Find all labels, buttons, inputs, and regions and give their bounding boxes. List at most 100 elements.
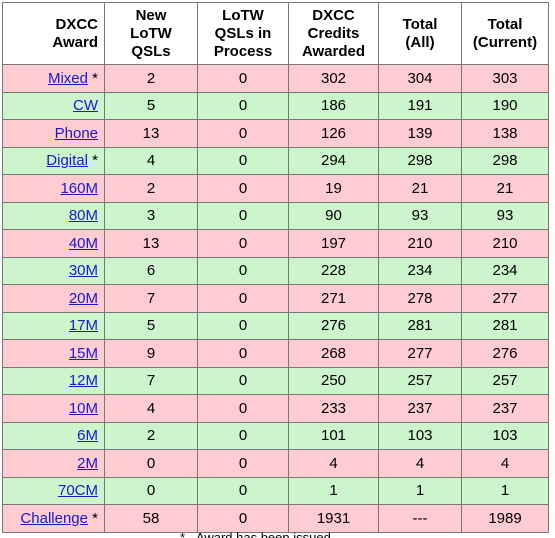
total-all-cell: 93 (378, 201, 462, 230)
credits-cell: 271 (288, 284, 379, 313)
award-link-15m[interactable]: 15M (68, 344, 98, 362)
in-process-cell: 0 (197, 339, 289, 368)
award-link-17m[interactable]: 17M (68, 317, 98, 335)
award-cell: 15M (2, 339, 105, 368)
header-line: DXCC (55, 15, 98, 33)
header-line: (Current) (472, 33, 538, 51)
total-all-cell: 191 (378, 91, 462, 120)
total-all-cell: 281 (378, 311, 462, 340)
new-lotw-cell: 0 (104, 476, 198, 505)
new-lotw-cell: 13 (104, 119, 198, 148)
award-cell: 2M (2, 449, 105, 478)
award-link-cw[interactable]: CW (73, 97, 98, 115)
new-lotw-cell: 5 (104, 311, 198, 340)
in-process-cell: 0 (197, 394, 289, 423)
header-line: Total (487, 15, 523, 33)
total-all-cell: 139 (378, 119, 462, 148)
award-link-2m[interactable]: 2M (77, 454, 98, 472)
award-cell: 30M (2, 256, 105, 285)
credits-cell: 197 (288, 229, 379, 258)
award-link-phone[interactable]: Phone (54, 124, 98, 142)
award-cell: 12M (2, 366, 105, 395)
table-row: Mixed * 2 0 302 304 303 (2, 64, 549, 93)
award-cell: 80M (2, 201, 105, 230)
issued-star: * (87, 69, 98, 87)
header-line: New (135, 6, 167, 24)
total-all-cell: 237 (378, 394, 462, 423)
in-process-cell: 0 (197, 229, 289, 258)
award-link-160m[interactable]: 160M (60, 179, 98, 197)
total-all-cell: 21 (378, 174, 462, 203)
credits-cell: 90 (288, 201, 379, 230)
table-row: Challenge * 58 0 1931 --- 1989 (2, 504, 549, 533)
in-process-cell: 0 (197, 366, 289, 395)
new-lotw-cell: 5 (104, 91, 198, 120)
table-header-row: DXCC Award New LoTW QSLs LoTW QSLs in Pr… (2, 2, 549, 65)
header-line: Credits (307, 24, 360, 42)
award-link-mixed[interactable]: Mixed (47, 69, 88, 87)
header-line: Total (402, 15, 438, 33)
total-current-cell: 277 (461, 284, 549, 313)
table-row: Phone 13 0 126 139 138 (2, 119, 549, 148)
in-process-cell: 0 (197, 201, 289, 230)
credits-cell: 276 (288, 311, 379, 340)
new-lotw-cell: 2 (104, 421, 198, 450)
total-current-cell: 138 (461, 119, 549, 148)
total-current-cell: 21 (461, 174, 549, 203)
total-all-cell: 234 (378, 256, 462, 285)
header-total-all: Total (All) (378, 2, 462, 65)
table-row: 70CM 0 0 1 1 1 (2, 476, 549, 505)
total-current-cell: 103 (461, 421, 549, 450)
credits-cell: 268 (288, 339, 379, 368)
credits-cell: 126 (288, 119, 379, 148)
total-current-cell: 298 (461, 146, 549, 175)
award-link-6m[interactable]: 6M (77, 427, 98, 445)
total-current-cell: 210 (461, 229, 549, 258)
in-process-cell: 0 (197, 91, 289, 120)
total-all-cell: 103 (378, 421, 462, 450)
table-row: 160M 2 0 19 21 21 (2, 174, 549, 203)
header-line: LoTW (130, 24, 172, 42)
award-cell: Challenge * (2, 504, 105, 533)
award-link-10m[interactable]: 10M (68, 399, 98, 417)
in-process-cell: 0 (197, 449, 289, 478)
new-lotw-cell: 9 (104, 339, 198, 368)
header-line: LoTW (222, 6, 264, 24)
header-dxcc-award: DXCC Award (2, 2, 105, 65)
total-current-cell: 93 (461, 201, 549, 230)
in-process-cell: 0 (197, 174, 289, 203)
new-lotw-cell: 7 (104, 284, 198, 313)
table-row: 12M 7 0 250 257 257 (2, 366, 549, 395)
award-cell: 6M (2, 421, 105, 450)
new-lotw-cell: 2 (104, 174, 198, 203)
total-current-cell: 237 (461, 394, 549, 423)
header-line: Awarded (301, 42, 366, 60)
award-rows: Mixed * 2 0 302 304 303 CW 5 0 186 191 190 Phone 13 0 1… (2, 64, 549, 533)
new-lotw-cell: 0 (104, 449, 198, 478)
total-all-cell: 278 (378, 284, 462, 313)
award-cell: 20M (2, 284, 105, 313)
award-cell: CW (2, 91, 105, 120)
in-process-cell: 0 (197, 284, 289, 313)
total-current-cell: 257 (461, 366, 549, 395)
credits-cell: 294 (288, 146, 379, 175)
award-link-12m[interactable]: 12M (68, 372, 98, 390)
new-lotw-cell: 7 (104, 366, 198, 395)
total-all-cell: 1 (378, 476, 462, 505)
award-link-30m[interactable]: 30M (68, 262, 98, 280)
award-cell: 17M (2, 311, 105, 340)
total-current-cell: 234 (461, 256, 549, 285)
table-row: 40M 13 0 197 210 210 (2, 229, 549, 258)
table-row: 6M 2 0 101 103 103 (2, 421, 549, 450)
total-current-cell: 276 (461, 339, 549, 368)
award-link-40m[interactable]: 40M (68, 234, 98, 252)
award-link-70cm[interactable]: 70CM (57, 482, 98, 500)
award-link-challenge[interactable]: Challenge (20, 509, 88, 527)
award-link-digital[interactable]: Digital (46, 152, 88, 170)
total-all-cell: 298 (378, 146, 462, 175)
award-link-20m[interactable]: 20M (68, 289, 98, 307)
table-row: 15M 9 0 268 277 276 (2, 339, 549, 368)
award-link-80m[interactable]: 80M (68, 207, 98, 225)
credits-cell: 19 (288, 174, 379, 203)
credits-cell: 4 (288, 449, 379, 478)
